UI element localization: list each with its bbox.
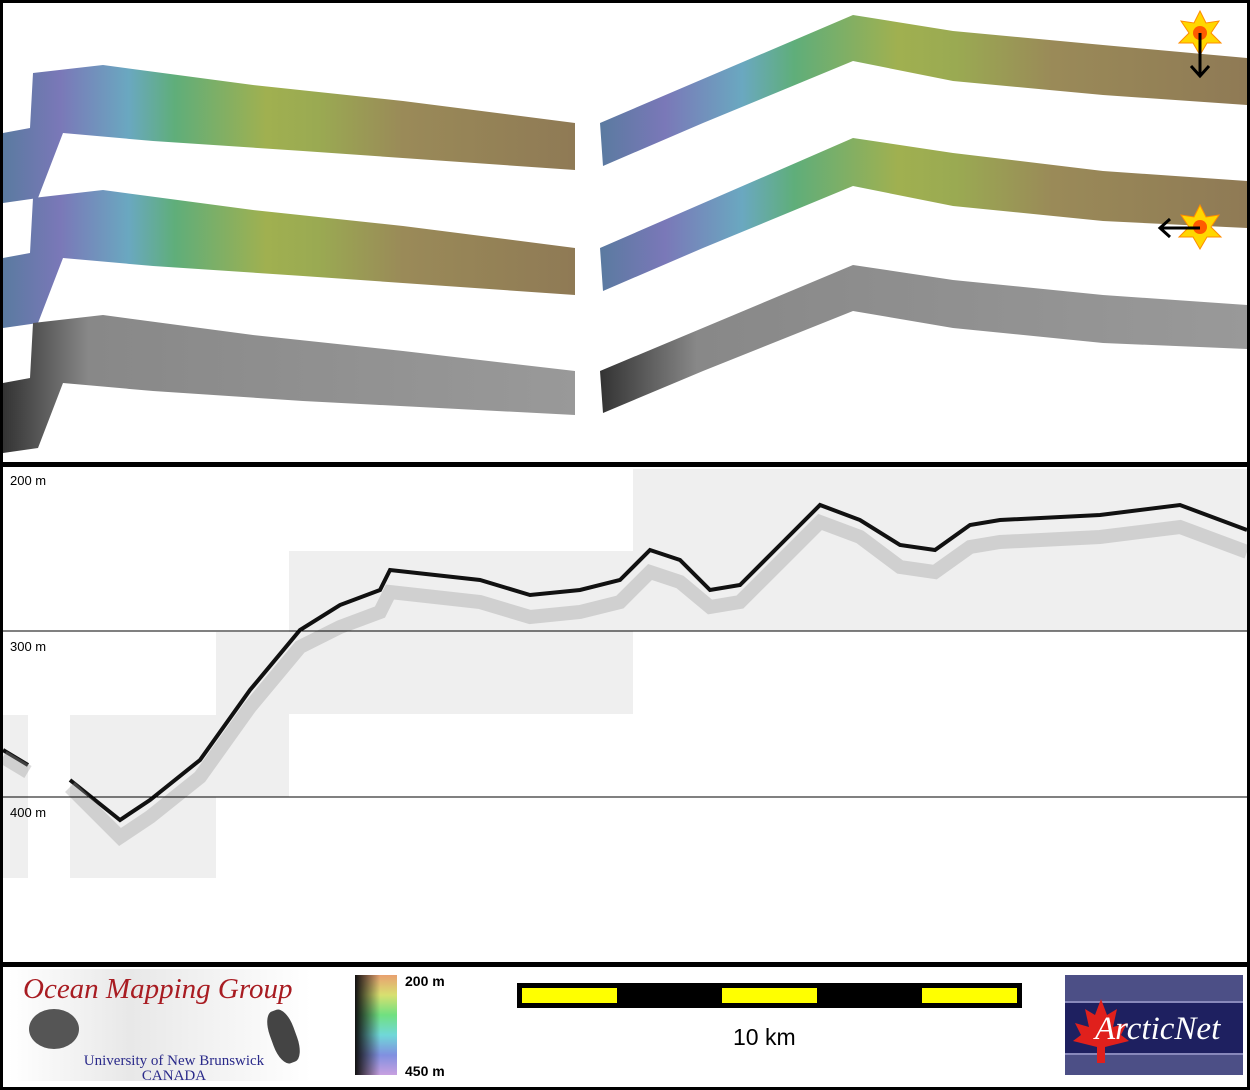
bathymetry-swath-panel xyxy=(3,3,1247,462)
sun-arrow-left-icon xyxy=(1157,203,1223,250)
scale-bar-segment xyxy=(922,988,1017,1003)
sun-arrow-down-icon xyxy=(1177,9,1223,79)
colorbar-bottom-label: 450 m xyxy=(405,1063,445,1079)
depth-colorbar xyxy=(355,975,397,1075)
swath-backscatter xyxy=(3,265,1247,453)
scale-bar-label: 10 km xyxy=(733,1024,796,1050)
legend-footer: Ocean Mapping Group University of New Br… xyxy=(3,967,1247,1087)
arcticnet-logo-text: ArcticNet xyxy=(1095,1011,1221,1047)
depth-label-300: 300 m xyxy=(10,639,47,654)
colorbar-top-label: 200 m xyxy=(405,973,445,989)
omg-logo-title: Ocean Mapping Group xyxy=(23,973,293,1005)
seafloor-reflector xyxy=(3,502,1247,823)
maple-leaf-icon xyxy=(1073,999,1129,1063)
omg-logo-country: CANADA xyxy=(141,1068,207,1084)
swath-mosaics xyxy=(3,9,1247,453)
depth-label-200: 200 m xyxy=(10,473,47,488)
subsurface-scatter xyxy=(3,513,1247,847)
scale-bar xyxy=(517,983,1022,1008)
profile-data-windows xyxy=(3,469,1247,878)
omg-logo: Ocean Mapping Group University of New Br… xyxy=(9,969,311,1084)
omg-logo-swath-graphic xyxy=(29,1009,79,1049)
scale-bar-segment xyxy=(522,988,617,1003)
swath-shaded-sun-east xyxy=(3,138,1247,328)
omg-logo-university: University of New Brunswick xyxy=(83,1053,265,1069)
depth-label-400: 400 m xyxy=(10,805,47,820)
subbottom-profile-panel: 200 m 300 m 400 m xyxy=(3,467,1247,962)
profile-graphic xyxy=(3,469,1247,878)
arcticnet-logo: ArcticNet xyxy=(1065,975,1243,1075)
scale-bar-segment xyxy=(722,988,817,1003)
swath-shaded-sun-north xyxy=(3,15,1247,203)
